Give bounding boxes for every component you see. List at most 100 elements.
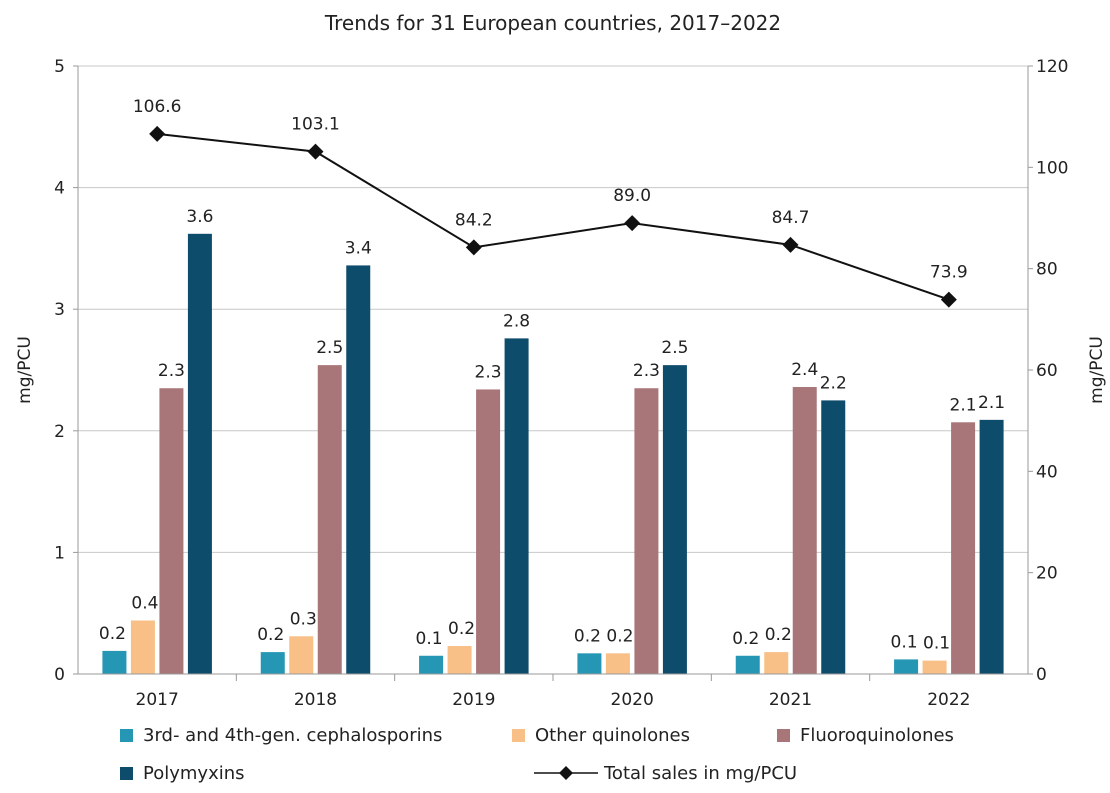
total-sales-marker [940,291,957,308]
axes: 0 1 2 3 4 5 0 20 40 60 80 100 120 2017 2018 2019 2020 202… [15,57,1107,710]
polymyxins-bar [821,400,846,674]
bar-data-label: 0.2 [765,625,792,645]
bar-data-label: 2.1 [978,393,1005,413]
right-axis-tick-label: 120 [1036,57,1068,77]
polymyxins-bar [187,233,212,675]
left-axis-tick-label: 4 [54,179,65,199]
total-sales-marker [782,236,799,253]
bar-data-label: 2.3 [158,361,185,381]
bar-data-label: 2.2 [820,373,847,393]
other-quinolones-bar [289,636,314,674]
bar-data-label: 3.6 [186,207,213,227]
total-sales-data-label: 103.1 [291,115,340,135]
left-axis-tick-label: 0 [54,665,65,685]
other-quinolones-bar [605,653,630,674]
cephalosporins-bar [102,650,127,674]
left-axis-tick-label: 2 [54,422,65,442]
legend-swatch [777,729,790,742]
bar-data-label: 0.1 [923,634,950,654]
other-quinolones-bar [130,620,155,674]
total-sales-marker [149,125,166,142]
legend-label: Other quinolones [535,725,690,746]
cephalosporins-bar [577,653,602,674]
x-axis-tick-label: 2017 [136,690,179,710]
bar-data-label: 0.2 [606,626,633,646]
legend-label: Polymyxins [143,763,245,784]
chart-title: Trends for 31 European countries, 2017–2… [324,11,781,35]
legend-swatch [120,767,133,780]
total-sales-line [157,132,950,301]
bar-data-label: 0.2 [732,629,759,649]
total-sales-marker [465,239,482,256]
legend-label: Total sales in mg/PCU [603,763,797,784]
right-axis-tick-label: 0 [1036,665,1047,685]
total-sales-marker [624,215,641,232]
bar-data-label: 3.4 [345,238,372,258]
other-quinolones-bar [922,660,947,674]
legend-diamond-marker [559,766,573,780]
legend: 3rd- and 4th-gen. cephalosporins Other qu… [120,725,954,784]
bar-data-label: 2.3 [475,362,502,382]
total-sales-data-label: 73.9 [930,263,968,283]
total-sales-marker [307,143,324,160]
cephalosporins-bar [894,659,919,674]
legend-label: 3rd- and 4th-gen. cephalosporins [143,725,442,746]
fluoroquinolones-bar [317,365,342,674]
fluoroquinolones-bar [792,387,817,674]
bars [102,233,1004,675]
right-axis-title: mg/PCU [1087,336,1107,404]
fluoroquinolones-bar [476,389,501,674]
total-sales-line-group [149,125,957,308]
x-axis-tick-label: 2022 [927,690,970,710]
total-sales-data-label: 106.6 [133,97,182,117]
right-axis-tick-label: 60 [1036,361,1058,381]
polymyxins-bar [346,265,371,674]
bar-data-label: 2.3 [633,361,660,381]
bar-data-label: 0.2 [257,625,284,645]
polymyxins-bar [662,365,687,674]
legend-label: Fluoroquinolones [800,725,954,746]
fluoroquinolones-bar [634,388,659,674]
bar-data-label: 0.4 [131,593,158,613]
polymyxins-bar [504,338,529,674]
bar-data-label: 2.1 [950,395,977,415]
bar-data-label: 2.4 [791,360,818,380]
right-axis-tick-label: 100 [1036,158,1068,178]
bar-data-label: 0.3 [290,609,317,629]
x-axis-tick-label: 2019 [452,690,495,710]
cephalosporins-bar [735,655,760,674]
x-axis-tick-label: 2021 [769,690,812,710]
legend-swatch [512,729,525,742]
right-axis-tick-label: 40 [1036,462,1058,482]
x-axis-tick-label: 2018 [294,690,337,710]
right-axis-tick-label: 20 [1036,564,1058,584]
polymyxins-bar [979,419,1004,674]
bar-data-label: 2.5 [661,338,688,358]
left-axis-tick-label: 5 [54,57,65,77]
total-sales-data-label: 89.0 [613,186,651,206]
data-labels: 0.20.42.33.60.20.32.53.40.1 0.22.32.80.2 0… [99,97,1005,654]
left-axis-tick-label: 3 [54,300,65,320]
x-axis-tick-label: 2020 [611,690,654,710]
gridlines [78,65,1028,553]
fluoroquinolones-bar [951,422,976,674]
left-axis-tick-label: 1 [54,543,65,563]
bar-data-label: 0.1 [416,629,443,649]
cephalosporins-bar [260,652,285,674]
total-sales-data-label: 84.2 [455,210,493,230]
other-quinolones-bar [764,652,789,674]
bar-data-label: 0.2 [99,624,126,644]
bar-data-label: 2.8 [503,311,530,331]
right-axis-tick-label: 80 [1036,260,1058,280]
cephalosporins-bar [419,655,444,674]
total-sales-data-label: 84.7 [772,208,810,228]
bar-data-label: 0.2 [574,626,601,646]
fluoroquinolones-bar [159,388,184,674]
other-quinolones-bar [447,646,472,674]
legend-swatch [120,729,133,742]
bar-data-label: 0.2 [448,619,475,639]
bar-data-label: 0.1 [891,632,918,652]
bar-data-label: 2.5 [316,338,343,358]
